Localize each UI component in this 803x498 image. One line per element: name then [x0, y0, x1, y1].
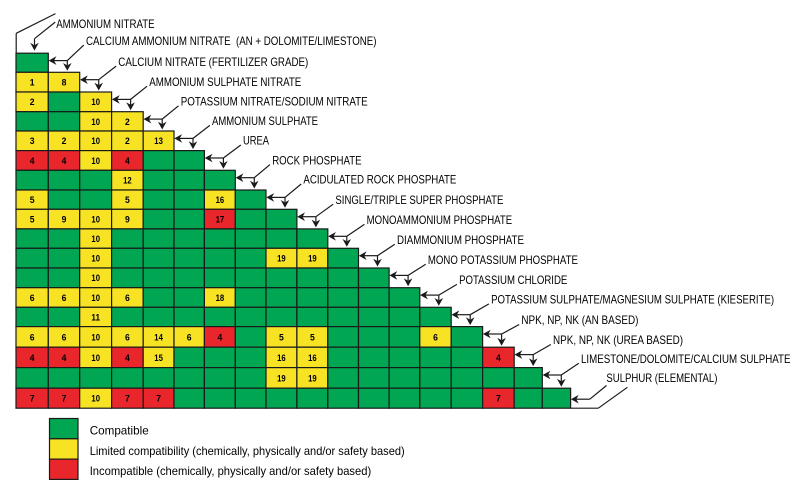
svg-text:10: 10: [91, 332, 100, 343]
svg-text:CALCIUM NITRATE (FERTILIZER GR: CALCIUM NITRATE (FERTILIZER GRADE): [118, 56, 308, 69]
svg-text:4: 4: [62, 353, 67, 364]
svg-text:19: 19: [277, 254, 286, 265]
svg-text:12: 12: [123, 176, 132, 187]
svg-text:7: 7: [156, 394, 161, 405]
svg-text:1: 1: [30, 78, 35, 89]
svg-text:POTASSIUM NITRATE/SODIUM NITRA: POTASSIUM NITRATE/SODIUM NITRATE: [181, 96, 368, 109]
svg-text:19: 19: [308, 373, 317, 384]
svg-text:15: 15: [154, 353, 163, 364]
svg-text:6: 6: [125, 332, 130, 343]
svg-text:13: 13: [154, 136, 163, 147]
svg-text:2: 2: [30, 97, 35, 108]
svg-text:6: 6: [125, 293, 130, 304]
svg-text:NPK, NP, NK (AN BASED): NPK, NP, NK (AN BASED): [521, 314, 638, 327]
svg-text:9: 9: [62, 215, 67, 226]
svg-text:4: 4: [125, 156, 130, 167]
svg-text:6: 6: [62, 332, 67, 343]
svg-text:LIMESTONE/DOLOMITE/CALCIUM SUL: LIMESTONE/DOLOMITE/CALCIUM SULPHATE: [581, 353, 791, 366]
svg-text:10: 10: [91, 394, 100, 405]
svg-text:ROCK PHOSPHATE: ROCK PHOSPHATE: [272, 154, 362, 167]
svg-text:10: 10: [91, 156, 100, 167]
svg-text:10: 10: [91, 353, 100, 364]
svg-text:4: 4: [30, 156, 35, 167]
svg-text:9: 9: [125, 215, 130, 226]
svg-text:4: 4: [62, 156, 67, 167]
svg-text:8: 8: [62, 78, 67, 89]
svg-text:14: 14: [154, 332, 163, 343]
svg-text:10: 10: [91, 136, 100, 147]
svg-text:SULPHUR (ELEMENTAL): SULPHUR (ELEMENTAL): [606, 372, 717, 385]
svg-text:18: 18: [216, 293, 225, 304]
svg-text:5: 5: [279, 332, 284, 343]
svg-text:3: 3: [30, 136, 35, 147]
svg-text:POTASSIUM CHLORIDE: POTASSIUM CHLORIDE: [459, 274, 567, 287]
svg-text:ACIDULATED ROCK PHOSPHATE: ACIDULATED ROCK PHOSPHATE: [303, 174, 456, 187]
svg-text:CALCIUM AMMONIUM NITRATE (AN: CALCIUM AMMONIUM NITRATE (AN + DOLOMITE/…: [86, 35, 377, 48]
svg-text:5: 5: [125, 195, 130, 206]
svg-text:10: 10: [91, 293, 100, 304]
svg-text:SINGLE/TRIPLE SUPER PHOSPHATE: SINGLE/TRIPLE SUPER PHOSPHATE: [335, 194, 503, 207]
svg-text:2: 2: [62, 136, 67, 147]
svg-text:4: 4: [218, 332, 223, 343]
svg-text:10: 10: [91, 234, 100, 245]
svg-text:16: 16: [216, 195, 225, 206]
svg-text:6: 6: [30, 332, 35, 343]
svg-text:MONO POTASSIUM PHOSPHATE: MONO POTASSIUM PHOSPHATE: [428, 254, 578, 267]
svg-text:UREA: UREA: [243, 135, 269, 148]
svg-text:6: 6: [30, 293, 35, 304]
svg-text:5: 5: [310, 332, 315, 343]
svg-text:6: 6: [62, 293, 67, 304]
svg-text:Incompatible (chemically, phys: Incompatible (chemically, physically and…: [90, 464, 372, 478]
svg-text:AMMONIUM SULPHATE NITRATE: AMMONIUM SULPHATE NITRATE: [149, 76, 301, 89]
svg-text:16: 16: [308, 353, 317, 364]
svg-text:19: 19: [308, 254, 317, 265]
svg-text:10: 10: [91, 273, 100, 284]
svg-text:7: 7: [496, 394, 501, 405]
svg-text:5: 5: [30, 215, 35, 226]
svg-text:AMMONIUM NITRATE: AMMONIUM NITRATE: [56, 18, 155, 31]
svg-text:2: 2: [125, 117, 130, 128]
svg-text:7: 7: [62, 394, 67, 405]
svg-text:2: 2: [125, 136, 130, 147]
svg-text:10: 10: [91, 215, 100, 226]
svg-text:Compatible: Compatible: [90, 424, 149, 438]
svg-text:Limited compatibility (chemica: Limited compatibility (chemically, physi…: [90, 444, 405, 458]
svg-text:AMMONIUM SULPHATE: AMMONIUM SULPHATE: [212, 115, 318, 128]
svg-text:POTASSIUM SULPHATE/MAGNESIUM S: POTASSIUM SULPHATE/MAGNESIUM SULPHATE (K…: [491, 294, 774, 307]
svg-text:DIAMMONIUM PHOSPHATE: DIAMMONIUM PHOSPHATE: [397, 234, 524, 247]
svg-text:7: 7: [125, 394, 130, 405]
svg-text:4: 4: [125, 353, 130, 364]
svg-text:10: 10: [91, 254, 100, 265]
svg-text:10: 10: [91, 117, 100, 128]
svg-text:6: 6: [433, 332, 438, 343]
svg-text:19: 19: [277, 373, 286, 384]
svg-text:5: 5: [30, 195, 35, 206]
svg-text:7: 7: [30, 394, 35, 405]
svg-text:4: 4: [30, 353, 35, 364]
svg-text:6: 6: [187, 332, 192, 343]
svg-text:4: 4: [496, 353, 501, 364]
svg-text:17: 17: [216, 215, 225, 226]
svg-text:NPK, NP, NK (UREA BASED): NPK, NP, NK (UREA BASED): [553, 334, 683, 347]
svg-text:MONOAMMONIUM PHOSPHATE: MONOAMMONIUM PHOSPHATE: [367, 214, 513, 227]
svg-text:11: 11: [91, 312, 100, 323]
svg-text:10: 10: [91, 97, 100, 108]
svg-text:16: 16: [277, 353, 286, 364]
